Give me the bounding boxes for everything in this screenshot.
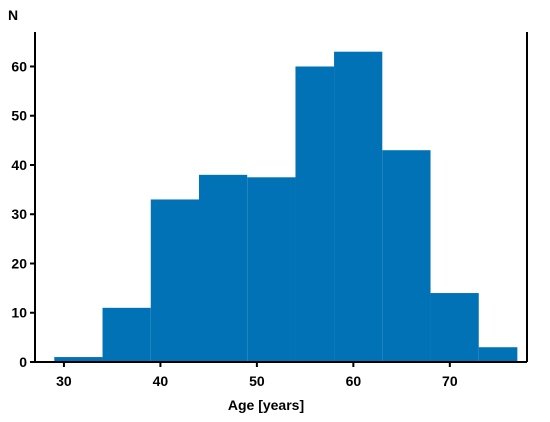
histogram-bar <box>382 150 431 362</box>
x-tick-label: 40 <box>153 373 169 389</box>
histogram-bar <box>430 293 479 362</box>
histogram-bar <box>247 177 296 362</box>
y-axis-label: N <box>8 7 18 23</box>
y-tick-label: 50 <box>11 108 27 124</box>
y-tick-label: 20 <box>11 255 27 271</box>
histogram-bar <box>150 199 199 362</box>
histogram-bar <box>334 51 383 363</box>
y-axis-ticks: 0 10 20 30 40 50 60 <box>11 58 35 370</box>
histogram-bar <box>295 66 335 363</box>
y-tick-label: 30 <box>11 206 27 222</box>
y-tick-label: 60 <box>11 58 27 74</box>
histogram-bar <box>199 174 248 362</box>
x-tick-label: 60 <box>346 373 362 389</box>
x-tick-label: 30 <box>56 373 72 389</box>
y-tick-label: 0 <box>19 354 27 370</box>
x-axis-ticks: 30 40 50 60 70 <box>56 362 458 389</box>
histogram-bar <box>54 357 103 362</box>
y-tick-label: 40 <box>11 157 27 173</box>
y-tick-label: 10 <box>11 305 27 321</box>
histogram-bar <box>478 347 518 362</box>
x-axis-label: Age [years] <box>228 397 304 413</box>
histogram-bar <box>102 307 151 362</box>
histogram-bars <box>54 51 518 363</box>
x-tick-label: 50 <box>249 373 265 389</box>
x-tick-label: 70 <box>442 373 458 389</box>
